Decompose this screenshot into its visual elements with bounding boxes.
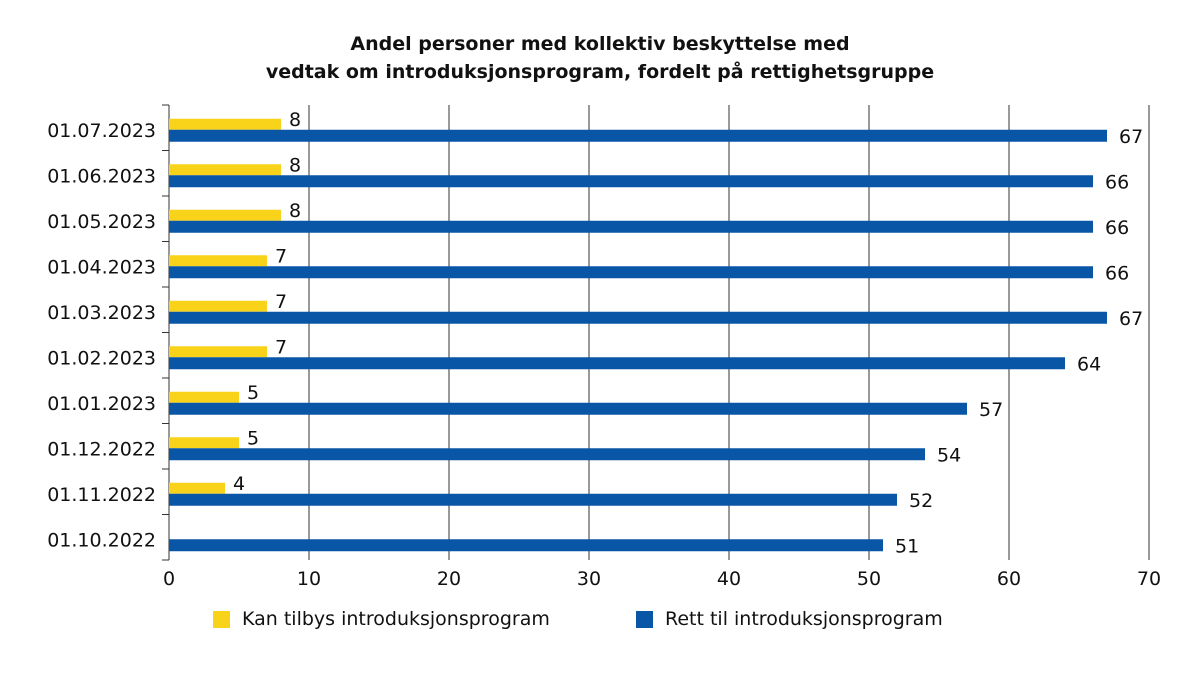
data-label: 54: [937, 444, 961, 466]
x-tick-label: 10: [297, 568, 321, 590]
bar-rett-til: [169, 357, 1065, 370]
bar-rett-til: [169, 175, 1093, 188]
bar-rett-til: [169, 402, 967, 415]
bar-rett-til: [169, 448, 925, 461]
legend-swatch-yellow: [213, 610, 230, 628]
data-label: 66: [1105, 171, 1129, 193]
data-label: 5: [247, 382, 259, 404]
legend-label: Rett til introduksjonsprogram: [665, 608, 943, 630]
data-label: 64: [1077, 353, 1101, 375]
bar-kan-tilbys: [169, 164, 281, 176]
legend-item-rett-til: Rett til introduksjonsprogram: [636, 608, 943, 630]
title-line-1: Andel personer med kollektiv beskyttelse…: [350, 33, 850, 55]
y-tick-label: 01.06.2023: [47, 165, 156, 187]
data-label: 8: [289, 154, 301, 176]
legend-label: Kan tilbys introduksjonsprogram: [242, 608, 550, 630]
y-tick-label: 01.07.2023: [47, 120, 156, 142]
data-label: 66: [1105, 217, 1129, 239]
chart-title: Andel personer med kollektiv beskyttelse…: [0, 30, 1200, 86]
bar-rett-til: [169, 266, 1093, 279]
data-label: 57: [979, 399, 1003, 421]
y-tick-label: 01.01.2023: [47, 393, 156, 415]
bar-kan-tilbys: [169, 209, 281, 221]
data-label: 7: [275, 336, 287, 358]
y-tick-label: 01.04.2023: [47, 256, 156, 278]
y-tick-label: 01.05.2023: [47, 211, 156, 233]
y-tick-label: 01.02.2023: [47, 347, 156, 369]
x-tick-label: 40: [717, 568, 741, 590]
bar-rett-til: [169, 539, 883, 552]
data-label: 66: [1105, 262, 1129, 284]
data-label: 67: [1119, 308, 1143, 330]
legend-item-kan-tilbys: Kan tilbys introduksjonsprogram: [213, 608, 550, 630]
bar-rett-til: [169, 220, 1093, 233]
data-label: 7: [275, 291, 287, 313]
bar-kan-tilbys: [169, 346, 267, 358]
x-tick-label: 70: [1137, 568, 1161, 590]
data-label: 4: [233, 473, 245, 495]
bar-kan-tilbys: [169, 482, 225, 494]
x-tick-label: 20: [437, 568, 461, 590]
bar-rett-til: [169, 493, 897, 506]
data-label: 7: [275, 245, 287, 267]
bar-rett-til: [169, 129, 1107, 142]
y-tick-label: 01.10.2022: [47, 529, 156, 551]
x-tick-label: 60: [997, 568, 1021, 590]
bar-kan-tilbys: [169, 300, 267, 312]
x-tick-label: 50: [857, 568, 881, 590]
bar-rett-til: [169, 311, 1107, 324]
data-label: 8: [289, 200, 301, 222]
y-tick-label: 01.12.2022: [47, 438, 156, 460]
data-label: 8: [289, 109, 301, 131]
y-tick-label: 01.11.2022: [47, 484, 156, 506]
data-label: 67: [1119, 126, 1143, 148]
legend-swatch-blue: [636, 610, 653, 628]
data-label: 5: [247, 427, 259, 449]
bar-kan-tilbys: [169, 118, 281, 130]
bar-kan-tilbys: [169, 437, 239, 449]
data-label: 52: [909, 490, 933, 512]
x-tick-label: 30: [577, 568, 601, 590]
data-label: 51: [895, 535, 919, 557]
bar-kan-tilbys: [169, 391, 239, 403]
x-tick-label: 0: [163, 568, 175, 590]
title-line-2: vedtak om introduksjonsprogram, fordelt …: [265, 61, 935, 83]
bar-kan-tilbys: [169, 255, 267, 267]
y-tick-label: 01.03.2023: [47, 302, 156, 324]
